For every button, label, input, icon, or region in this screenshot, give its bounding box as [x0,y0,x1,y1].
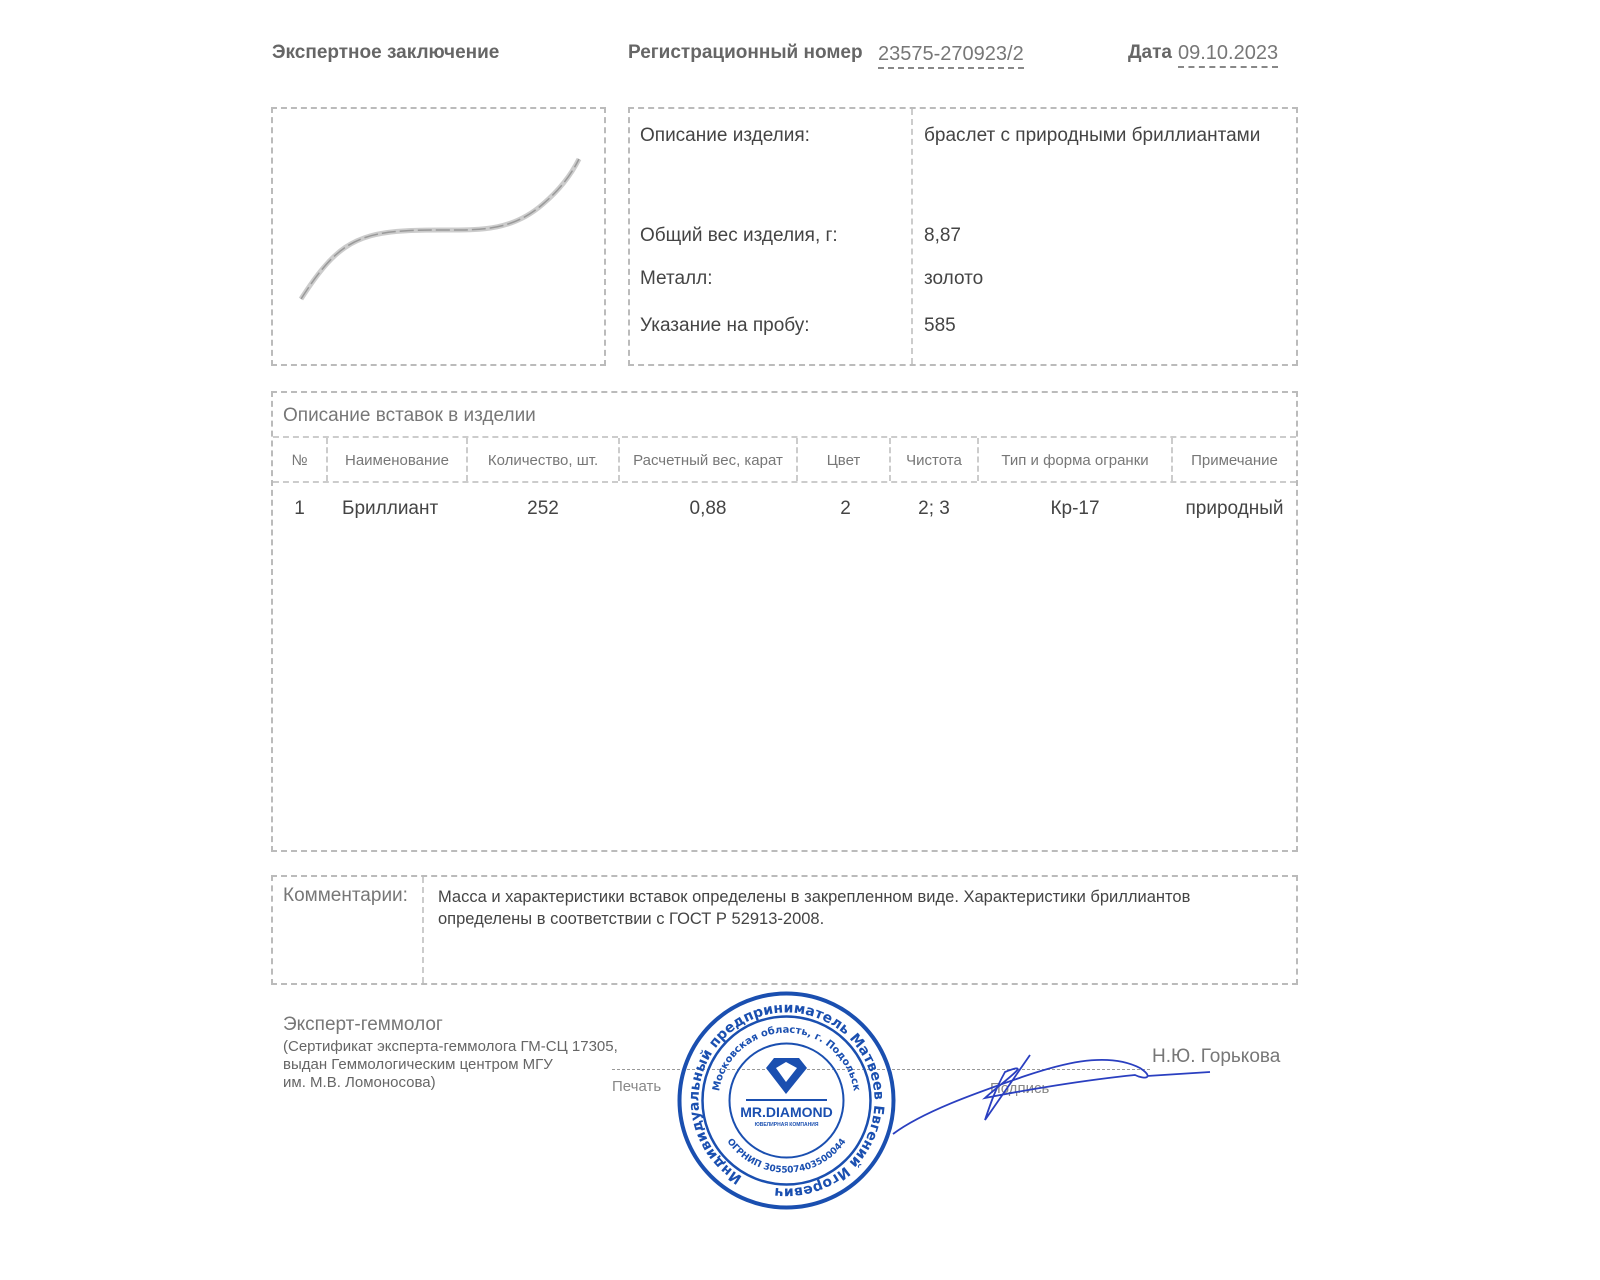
date-value: 09.10.2023 [1178,42,1279,68]
document-title: Экспертное заключение [272,42,500,63]
divider [911,109,913,364]
divider [977,438,979,481]
divider [618,438,620,481]
hallmark-value: 585 [924,315,956,336]
metal-label: Металл: [640,268,713,289]
column-header: Количество, шт. [487,452,599,469]
item-description-label: Описание изделия: [640,125,810,146]
comments-label: Комментарии: [283,885,408,906]
divider [796,438,798,481]
signature-line [612,1069,1150,1070]
table-cell: 0,88 [689,498,727,519]
divider [326,438,328,481]
expert-cert-line: (Сертификат эксперта-геммолога ГМ-СЦ 173… [283,1038,618,1055]
stamp-brand-sub: ЮВЕЛИРНАЯ КОМПАНИЯ [755,1122,819,1128]
column-header: Расчетный вес, карат [633,452,783,469]
expert-name: Н.Ю. Горькова [1152,1046,1281,1067]
stamp-brand: MR.DIAMOND [740,1104,833,1120]
column-header: № [291,452,308,469]
divider [889,438,891,481]
table-cell: 2; 3 [918,498,950,519]
divider [1171,438,1173,481]
table-cell: Кр-17 [1050,498,1100,519]
divider [273,436,1296,438]
signature [892,1054,1211,1135]
table-cell: Бриллиант [342,498,439,519]
column-header: Чистота [906,452,962,469]
stamp-label: Печать [612,1078,662,1095]
inserts-title: Описание вставок в изделии [283,405,536,426]
expert-cert-line: выдан Геммологическим центром МГУ [283,1056,553,1073]
total-weight-label: Общий вес изделия, г: [640,225,838,246]
svg-text:ОГРНИП 305507403500044: ОГРНИП 305507403500044 [725,1137,849,1176]
table-cell: 2 [840,498,851,519]
column-header: Тип и форма огранки [1001,452,1149,469]
bracelet-image [298,157,582,301]
metal-value: золото [924,268,984,289]
divider [422,877,424,983]
table-cell: природный [1185,498,1284,519]
divider [466,438,468,481]
column-header: Цвет [826,452,861,469]
table-cell: 1 [294,498,305,519]
hallmark-label: Указание на пробу: [640,315,810,336]
comments-text: Масса и характеристики вставок определен… [438,888,1191,928]
date-label: Дата [1128,42,1172,63]
comments-box [271,875,1298,985]
expert-cert-line: им. М.В. Ломоносова) [283,1074,436,1091]
inserts-box [271,391,1298,852]
reg-number-label: Регистрационный номер [628,42,863,63]
total-weight-value: 8,87 [924,225,961,246]
company-stamp: Индивидуальный предприниматель Матвеев Е… [677,991,896,1210]
divider [273,481,1296,483]
expert-title: Эксперт-геммолог [283,1014,443,1035]
item-description-value: браслет с природными бриллиантами [924,125,1261,146]
column-header: Примечание [1191,452,1278,469]
reg-number-value: 23575-270923/2 [878,43,1024,69]
item-info-box [628,107,1298,366]
column-header: Наименование [345,452,449,469]
product-photo-box [271,107,606,366]
table-cell: 252 [527,498,559,519]
stamp-bottom-text: ОГРНИП 305507403500044 [725,1137,849,1176]
